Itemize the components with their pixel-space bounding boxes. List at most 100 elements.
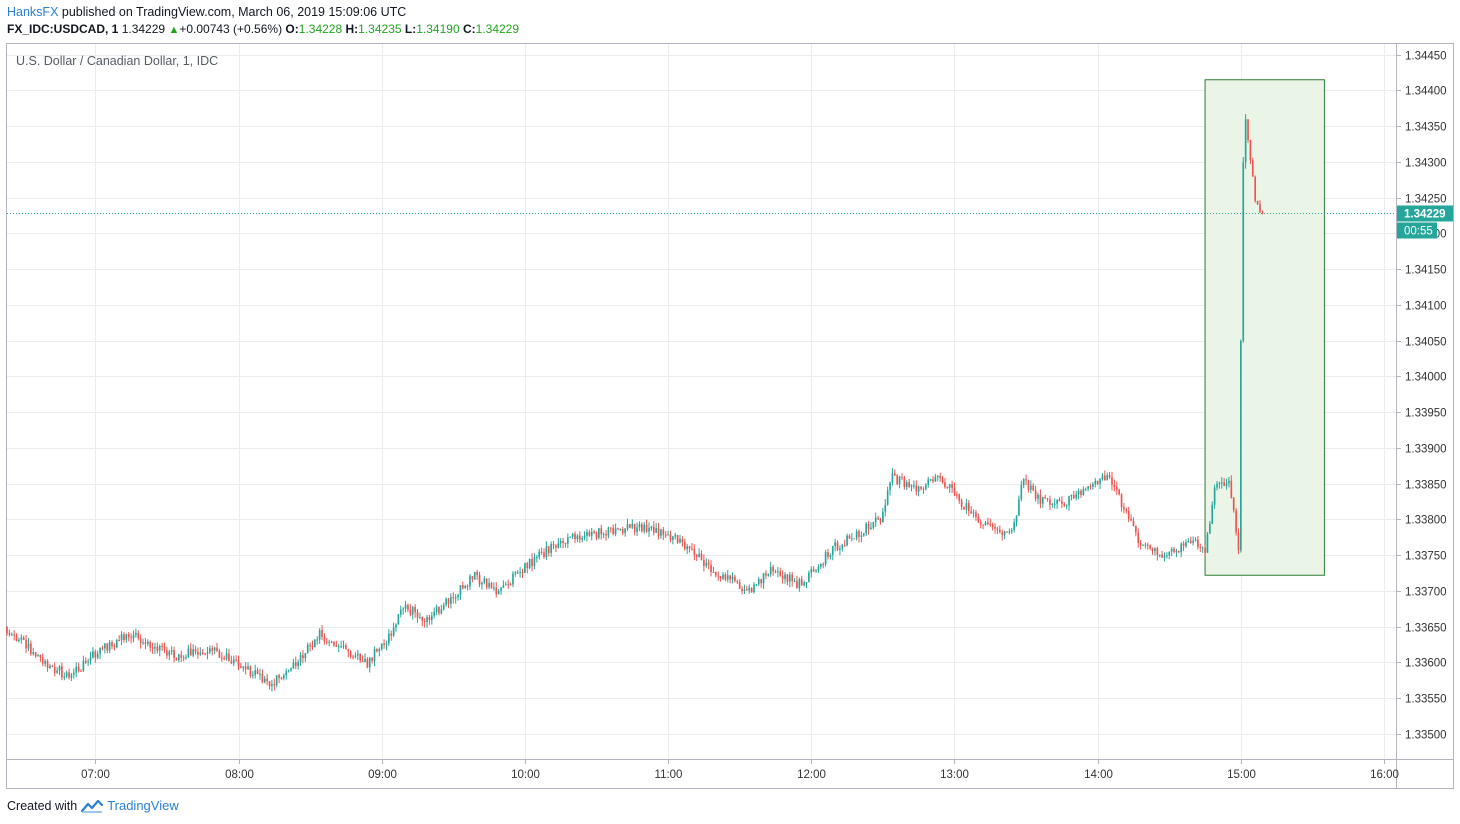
candle-body <box>722 574 724 579</box>
candle-body <box>175 658 178 661</box>
last-price-label-bg <box>1397 205 1453 222</box>
candle-body <box>793 580 796 582</box>
candle-body <box>1030 485 1032 490</box>
candle-body <box>380 643 383 650</box>
candle-body <box>1137 532 1140 543</box>
x-tick-label: 15:00 <box>1227 769 1256 781</box>
candle-body <box>929 479 932 481</box>
candle-body <box>359 653 362 661</box>
candle-body <box>1244 119 1247 163</box>
candle-body <box>27 643 30 649</box>
y-tick-label: 1.34300 <box>1405 158 1447 170</box>
candle-body <box>586 532 588 536</box>
candle-body <box>1213 487 1216 505</box>
candle-body <box>500 587 502 591</box>
candle-body <box>261 673 264 683</box>
candle-body <box>271 684 273 687</box>
candle-body <box>61 666 63 678</box>
close-value: 1.34229 <box>475 22 520 36</box>
candle-body <box>1041 497 1044 504</box>
candle-body <box>567 537 569 544</box>
candle-body <box>6 626 8 634</box>
candle-body <box>547 546 550 553</box>
candle-body <box>812 569 815 572</box>
candle-body <box>1156 548 1159 556</box>
time-axis[interactable]: 07:00 08:00 09:00 10:00 11:00 12:00 13:00 14:00… <box>81 759 1399 781</box>
candle-body <box>287 670 290 672</box>
candle-body <box>435 606 438 612</box>
candle-body <box>328 641 331 643</box>
candle-body <box>1132 520 1135 527</box>
candle-body <box>619 529 622 531</box>
candle-body <box>552 544 555 546</box>
candle-body <box>540 551 543 553</box>
candle-body <box>569 536 572 538</box>
chart-header: HanksFX published on TradingView.com, Ma… <box>0 0 1460 42</box>
candle-body <box>1046 498 1049 500</box>
candle-body <box>156 646 159 651</box>
candle-body <box>285 671 288 676</box>
candle-body <box>1247 119 1249 140</box>
candle-body <box>371 657 373 661</box>
candle-body <box>674 535 677 537</box>
candle-body <box>1058 499 1061 502</box>
candle-body <box>1256 200 1259 205</box>
candle-body <box>314 639 316 648</box>
candle-body <box>1173 548 1175 553</box>
candle-body <box>457 594 459 598</box>
candle-body <box>201 652 204 654</box>
candle-body <box>843 545 846 547</box>
price-axis[interactable]: 1.33500 1.33550 1.33600 1.33650 1.33700 1.337… <box>1396 51 1447 742</box>
x-tick-label: 08:00 <box>225 769 254 781</box>
candle-body <box>636 527 638 532</box>
candle-body <box>1034 490 1037 499</box>
candle-body <box>402 608 405 610</box>
candle-body <box>695 554 698 557</box>
candle-body <box>1177 550 1180 553</box>
candle-body <box>1225 483 1228 486</box>
candle-body <box>590 531 593 536</box>
candle-body <box>884 504 887 512</box>
price-chart[interactable]: 1.33500 1.33550 1.33600 1.33650 1.33700 1.337… <box>0 0 1460 796</box>
candle-body <box>220 657 223 659</box>
ohlc-legend: FX_IDC:USDCAD, 1 1.34229 ▲+0.00743 (+0.5… <box>7 22 519 36</box>
price-labels: 1.34229 00:55 <box>1397 205 1453 239</box>
candle-body <box>280 677 283 679</box>
candle-body <box>407 604 409 610</box>
tradingview-brand[interactable]: TradingView <box>107 798 179 813</box>
candle-body <box>1261 211 1264 213</box>
candle-body <box>1072 495 1075 499</box>
candle-body <box>831 546 834 555</box>
low-label: L: <box>404 22 417 36</box>
candle-body <box>562 541 564 543</box>
candle-body <box>123 634 125 641</box>
candle-body <box>734 576 736 582</box>
candle-body <box>211 648 214 651</box>
candle-body <box>388 633 390 644</box>
candle-body <box>404 604 407 609</box>
candle-body <box>68 672 70 678</box>
candle-body <box>189 648 192 656</box>
candle-body <box>99 647 101 654</box>
candle-body <box>984 522 987 526</box>
candle-body <box>1130 518 1132 521</box>
candle-body <box>669 534 672 540</box>
candle-body <box>710 564 712 572</box>
candle-body <box>748 587 751 591</box>
candle-body <box>149 641 152 648</box>
candle-body <box>1142 544 1144 546</box>
candle-body <box>617 528 619 530</box>
candle-body <box>1228 480 1230 484</box>
candle-body <box>397 614 400 625</box>
candle-body <box>352 656 354 658</box>
candle-body <box>192 649 194 656</box>
candle-body <box>8 633 11 635</box>
author-link[interactable]: HanksFX <box>7 5 59 19</box>
candle-body <box>53 666 56 673</box>
candle-body <box>917 486 920 492</box>
candle-body <box>681 538 684 543</box>
candle-body <box>462 585 464 589</box>
candle-body <box>94 651 97 658</box>
candle-body <box>323 636 326 642</box>
candle-body <box>80 670 82 672</box>
